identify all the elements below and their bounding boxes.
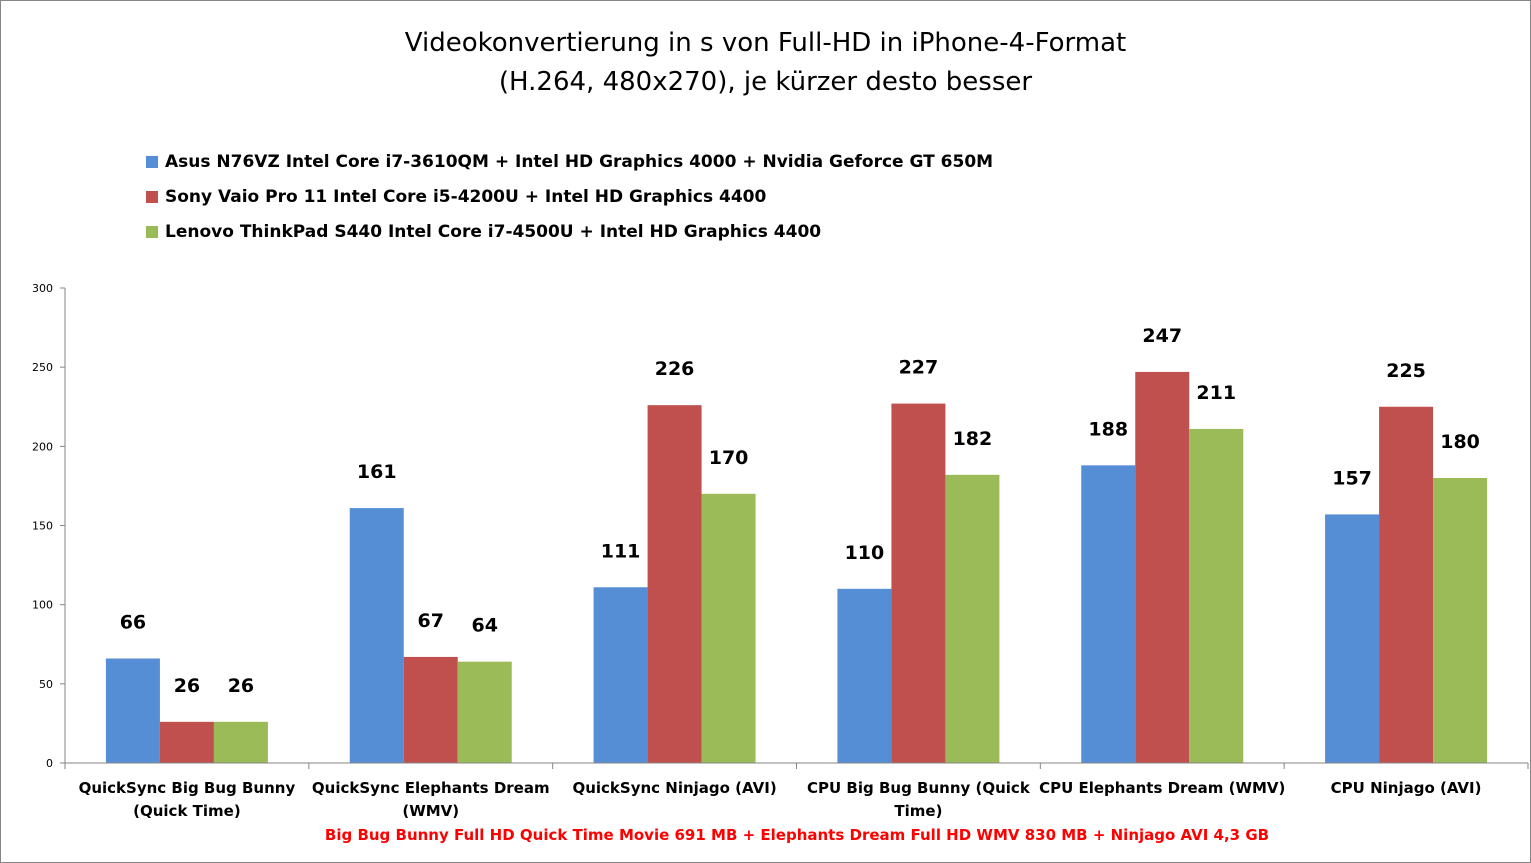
chart-title-line-1: Videokonvertierung in s von Full-HD in i… [404,28,1127,58]
data-label-series-3-cat-4: 182 [953,428,993,450]
data-label-series-3-cat-1: 26 [228,675,254,697]
data-label-series-1-cat-2: 161 [357,461,397,483]
legend-label-series-3: Lenovo ThinkPad S440 Intel Core i7-4500U… [165,222,822,242]
data-label-series-2-cat-6: 225 [1386,360,1426,382]
data-label-series-1-cat-1: 66 [120,612,146,634]
data-label-series-2-cat-3: 226 [655,358,695,380]
data-label-series-3-cat-2: 64 [472,615,498,637]
x-category-label-6: CPU Ninjago (AVI) [1331,779,1482,797]
x-category-label-1-line-2: (Quick Time) [133,802,241,820]
data-label-series-1-cat-6: 157 [1332,467,1372,489]
chart-title-line-2: (H.264, 480x270), je kürzer desto besser [498,67,1033,97]
bar-series-2-cat-1 [159,721,214,763]
legend-label-series-2: Sony Vaio Pro 11 Intel Core i5-4200U + I… [165,187,767,207]
data-label-series-3-cat-6: 180 [1440,431,1480,453]
legend-item-series-3: Lenovo ThinkPad S440 Intel Core i7-4500U… [146,220,821,244]
data-label-series-1-cat-4: 110 [845,542,885,564]
x-category-label-3-line-1: QuickSync Ninjago (AVI) [572,779,776,797]
x-category-label-4: CPU Big Bug Bunny (Quick Time) [807,779,1031,820]
data-label-series-2-cat-5: 247 [1142,325,1182,347]
y-tick-label-5: 200 [32,440,53,453]
bar-series-3-cat-2 [457,661,512,763]
data-label-series-2-cat-4: 227 [899,357,939,379]
data-label-series-1-cat-5: 188 [1088,418,1128,440]
bar-series-1-cat-6 [1325,514,1380,763]
bar-series-2-cat-6 [1379,406,1434,763]
bar-series-3-cat-3 [701,493,756,763]
legend-swatch-series-3 [146,226,158,238]
bar-series-2-cat-3 [647,405,702,763]
x-category-label-4-line-2: Time) [894,802,942,820]
data-label-series-3-cat-5: 211 [1196,382,1236,404]
bar-series-3-cat-6 [1433,478,1488,763]
x-category-label-2-line-1: QuickSync Elephants Dream [312,779,550,797]
bar-series-3-cat-1 [213,721,268,763]
y-tick-label-2: 50 [39,678,53,691]
x-category-label-2: QuickSync Elephants Dream (WMV) [312,779,550,820]
data-label-series-1-cat-3: 111 [601,540,641,562]
x-category-label-4-line-1: CPU Big Bug Bunny (Quick [807,779,1031,797]
x-category-label-2-line-2: (WMV) [402,802,459,820]
y-tick-label-6: 250 [32,361,53,374]
data-label-series-2-cat-2: 67 [418,610,444,632]
bar-series-1-cat-1 [105,658,160,763]
legend-swatch-series-1 [146,156,158,168]
legend-label-series-1: Asus N76VZ Intel Core i7-3610QM + Intel … [165,152,994,172]
x-category-label-3: QuickSync Ninjago (AVI) [572,779,776,797]
data-label-series-2-cat-1: 26 [174,675,200,697]
x-category-label-1: QuickSync Big Bug Bunny (Quick Time) [79,779,296,820]
y-tick-label-1: 0 [46,757,53,770]
bar-series-1-cat-3 [593,587,648,763]
x-category-label-1-line-1: QuickSync Big Bug Bunny [79,779,296,797]
y-tick-label-3: 100 [32,599,53,612]
bar-series-2-cat-4 [891,403,946,763]
legend-item-series-1: Asus N76VZ Intel Core i7-3610QM + Intel … [146,150,993,174]
bar-series-2-cat-5 [1135,371,1190,763]
bar-series-3-cat-5 [1189,428,1244,763]
chart-footnote: Big Bug Bunny Full HD Quick Time Movie 6… [324,826,1270,844]
x-category-label-5-line-1: CPU Elephants Dream (WMV) [1039,779,1285,797]
y-tick-label-7: 300 [32,282,53,295]
bar-series-1-cat-4 [837,588,892,763]
bar-series-1-cat-5 [1081,465,1136,763]
data-label-series-3-cat-3: 170 [709,447,749,469]
y-tick-label-4: 150 [32,520,53,533]
bar-series-2-cat-2 [403,656,458,763]
bar-series-3-cat-4 [945,474,1000,763]
legend-item-series-2: Sony Vaio Pro 11 Intel Core i5-4200U + I… [146,185,766,209]
x-category-label-5: CPU Elephants Dream (WMV) [1039,779,1285,797]
x-category-label-6-line-1: CPU Ninjago (AVI) [1331,779,1482,797]
legend-swatch-series-2 [146,191,158,203]
bar-series-1-cat-2 [349,508,404,763]
